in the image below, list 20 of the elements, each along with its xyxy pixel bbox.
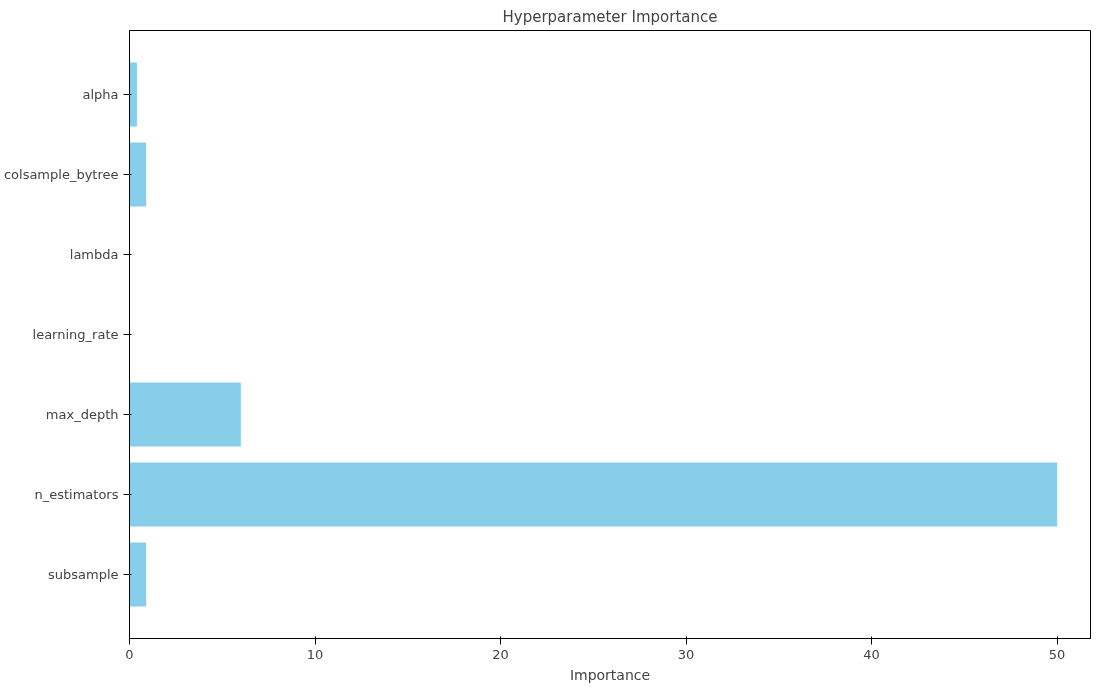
- x-tick-label: 30: [677, 646, 695, 662]
- bar: [129, 142, 147, 207]
- y-tick-label: subsample: [47, 567, 119, 582]
- y-tick-label: lambda: [69, 247, 119, 262]
- y-tick-label: colsample_bytree: [3, 167, 119, 182]
- bar: [129, 542, 147, 607]
- x-tick-label: 40: [863, 646, 880, 662]
- bar: [129, 62, 137, 127]
- y-tick-label: learning_rate: [32, 327, 119, 342]
- x-tick-label: 50: [1048, 646, 1066, 662]
- chart-title: Hyperparameter Importance: [502, 7, 718, 26]
- bar: [129, 462, 1058, 527]
- x-tick-label: 0: [125, 646, 134, 662]
- x-tick-label: 10: [306, 646, 324, 662]
- y-tick-label: alpha: [82, 87, 119, 102]
- y-tick-label: max_depth: [45, 407, 119, 422]
- bar: [129, 382, 241, 447]
- y-tick-label: n_estimators: [34, 487, 119, 502]
- x-axis-title: Importance: [569, 666, 651, 683]
- x-tick-label: 20: [492, 646, 509, 662]
